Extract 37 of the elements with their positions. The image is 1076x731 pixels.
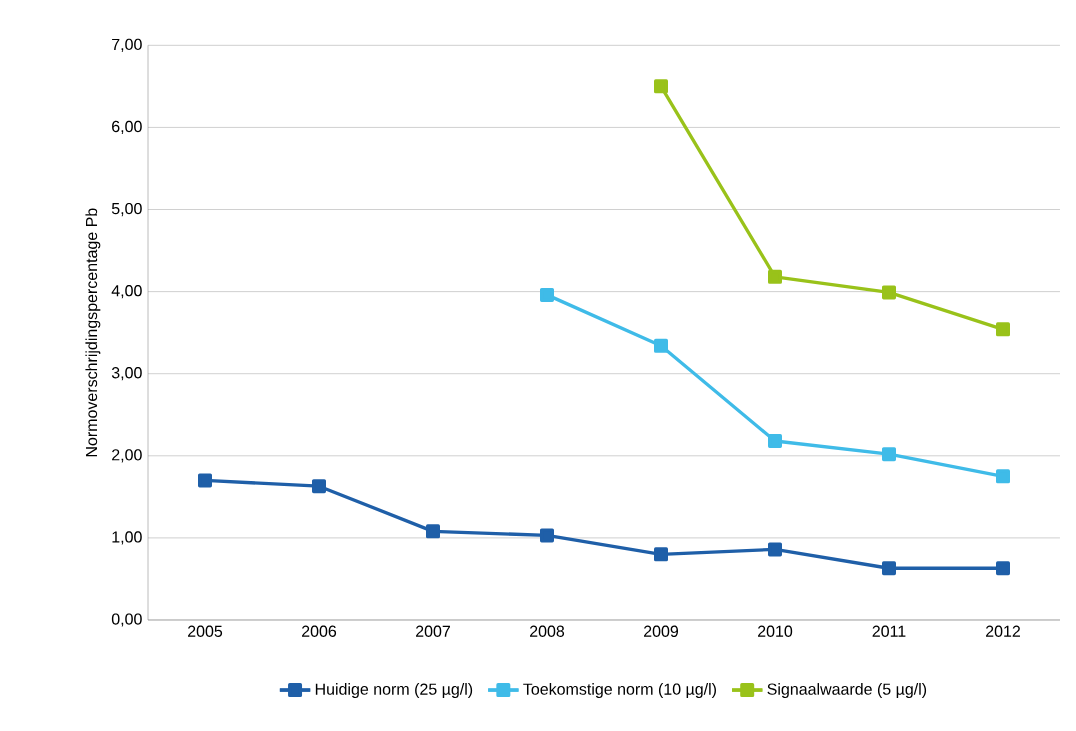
y-tick-label: 5,00	[111, 203, 142, 217]
point	[654, 79, 668, 94]
point	[996, 322, 1010, 337]
point	[996, 561, 1010, 576]
x-tick-label: 2010	[758, 625, 793, 638]
legend-label: Signaalwaarde (5 µg/l)	[767, 683, 927, 699]
point	[768, 270, 782, 285]
point	[654, 338, 668, 353]
y-tick-label: 2,00	[112, 449, 142, 463]
x-tick-label: 2006	[302, 625, 337, 638]
y-axis-title: Normoverschrijdingspercentage Pb	[85, 208, 101, 457]
point	[768, 434, 782, 449]
y-tick-label: 0,00	[111, 613, 142, 627]
point	[881, 561, 896, 576]
x-tick-label: 2012	[986, 625, 1020, 638]
point	[540, 528, 555, 543]
y-tick-label: 1,00	[112, 531, 142, 545]
point	[881, 285, 896, 300]
point	[881, 447, 896, 462]
x-tick-label: 2009	[644, 625, 679, 638]
point	[996, 469, 1010, 484]
point	[654, 547, 668, 562]
point	[426, 524, 440, 539]
x-tick-label: 2007	[416, 625, 450, 638]
y-tick-label: 7,00	[112, 38, 142, 53]
x-tick-label: 2008	[530, 625, 565, 638]
legend-label: Huidige norm (25 µg/l)	[315, 683, 473, 699]
y-tick-label: 4,00	[111, 285, 142, 299]
x-tick-label: 2005	[188, 625, 223, 638]
x-tick-label: 2011	[872, 625, 906, 638]
point	[312, 479, 327, 494]
legend-label: Toekomstige norm (10 µg/l)	[523, 683, 716, 699]
point	[768, 542, 782, 557]
point	[540, 288, 555, 303]
point	[198, 473, 212, 488]
y-tick-label: 3,00	[111, 367, 142, 381]
y-tick-label: 6,00	[112, 120, 142, 135]
